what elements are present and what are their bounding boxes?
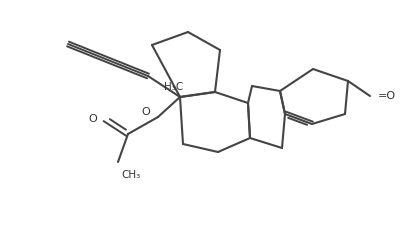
Text: H₃C: H₃C bbox=[164, 82, 183, 92]
Text: CH₃: CH₃ bbox=[121, 170, 140, 180]
Text: O: O bbox=[141, 107, 150, 117]
Text: O: O bbox=[88, 114, 97, 124]
Text: =O: =O bbox=[378, 91, 396, 101]
